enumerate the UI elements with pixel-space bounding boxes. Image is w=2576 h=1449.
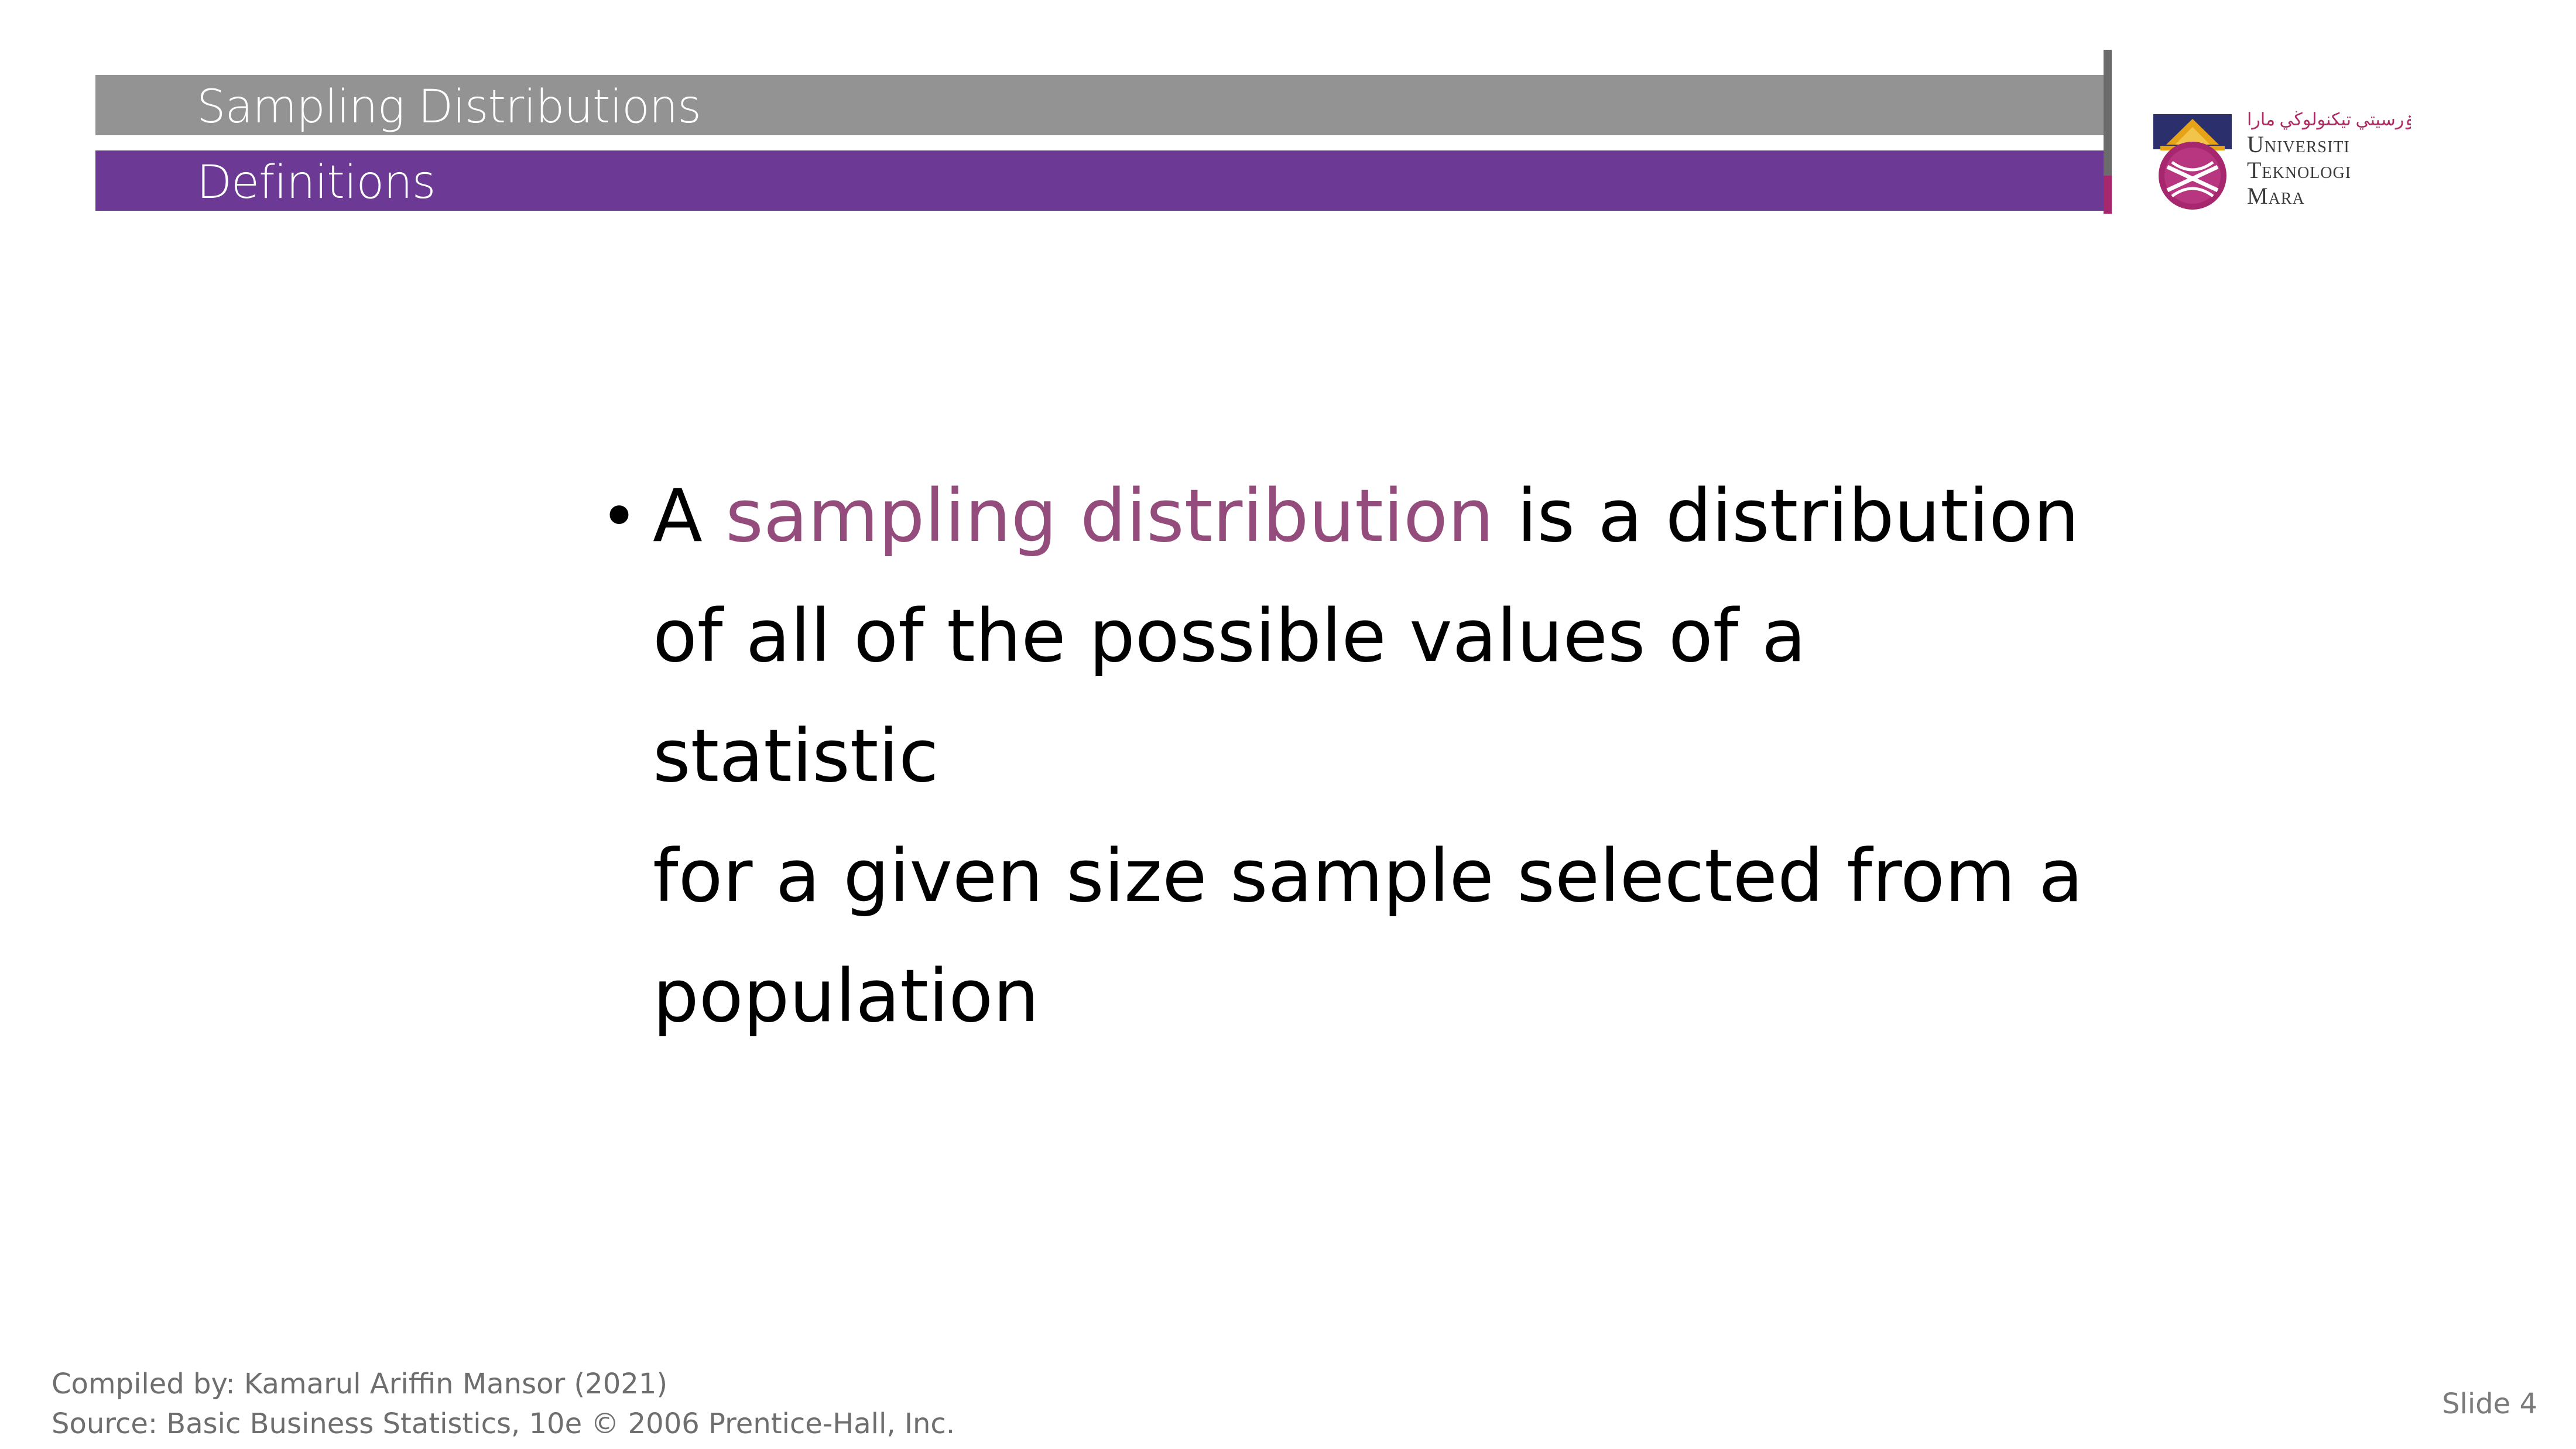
university-name-line2: Teknologi	[2247, 157, 2352, 183]
bullet-line2: of all of the possible values of a stati…	[653, 594, 1806, 799]
university-logo: اونيۏرسيتي تيكنولوڬي مارا Universiti Tek…	[2149, 108, 2411, 220]
university-name: اونيۏرسيتي تيكنولوڬي مارا Universiti Tek…	[2247, 108, 2411, 220]
bullet-definition: • A sampling distribution is a distribut…	[600, 457, 2099, 1057]
bullet-prefix: A	[653, 474, 726, 559]
source-text: Source: Basic Business Statistics, 10e ©…	[52, 1407, 955, 1440]
header-divider-accent	[2104, 176, 2112, 214]
bullet-line3: for a given size sample selected from a	[653, 834, 2084, 919]
definition-term: sampling distribution	[725, 474, 1494, 559]
bullet-line1-rest: is a distribution	[1493, 474, 2080, 559]
bullet-line4: population	[653, 954, 1039, 1039]
university-name-line3: Mara	[2247, 183, 2305, 209]
slide-footer-credits: Compiled by: Kamarul Ariffin Mansor (202…	[52, 1364, 955, 1444]
compiled-by-text: Compiled by: Kamarul Ariffin Mansor (202…	[52, 1368, 668, 1400]
section-title: Sampling Distributions	[197, 81, 701, 133]
university-name-line1: Universiti	[2247, 131, 2350, 157]
university-emblem-icon	[2153, 114, 2232, 210]
section-title-bar: Sampling Distributions	[95, 75, 2104, 135]
slide-number: Slide 4	[2442, 1388, 2537, 1420]
bullet-marker: •	[600, 479, 638, 554]
subsection-title-bar: Definitions	[95, 150, 2104, 211]
subsection-title: Definitions	[197, 156, 436, 209]
header-divider	[2104, 50, 2112, 214]
university-name-jawi: اونيۏرسيتي تيكنولوڬي مارا	[2247, 110, 2411, 129]
slide-body: • A sampling distribution is a distribut…	[600, 457, 2099, 1057]
